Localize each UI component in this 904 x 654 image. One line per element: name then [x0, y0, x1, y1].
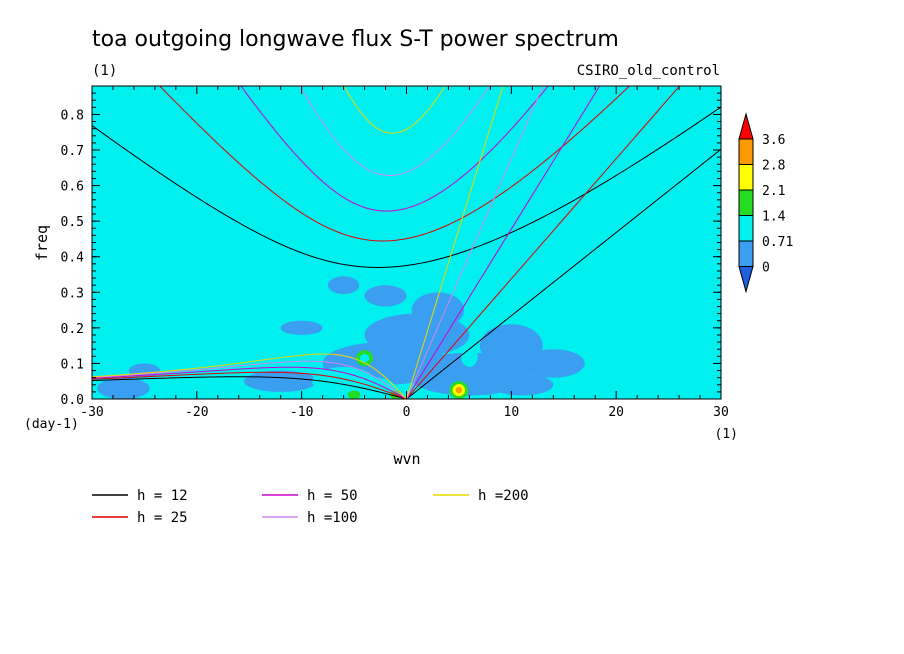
power-blob	[364, 285, 407, 307]
legend-label: h =200	[478, 488, 529, 504]
dispersion-curve	[92, 360, 407, 399]
chart-title: toa outgoing longwave flux S-T power spe…	[92, 27, 619, 52]
colorbar-label: 0.71	[762, 235, 793, 250]
legend-label: h =100	[307, 510, 358, 526]
y-tick-label: 0.3	[61, 286, 84, 301]
y-tick-label: 0.0	[61, 393, 84, 408]
dispersion-curve	[406, 86, 681, 399]
dispersion-curve	[406, 86, 504, 399]
power-blob	[327, 276, 360, 295]
x-tick-label: 0	[403, 405, 411, 420]
dispersion-curve	[343, 86, 446, 134]
dispersion-curve	[92, 376, 407, 399]
x-tick-label: 30	[713, 405, 729, 420]
power-blob	[490, 374, 554, 396]
y-tick-label: 0.2	[61, 322, 84, 337]
power-blob	[359, 353, 370, 363]
legend-label: h = 25	[137, 510, 188, 526]
dispersion-curve	[92, 106, 721, 268]
colorbar-bottom-arrow	[738, 266, 754, 294]
dispersion-curve	[299, 86, 491, 176]
dispersion-curve	[406, 86, 544, 399]
colorbar-segment	[738, 138, 754, 165]
dispersion-curve	[406, 148, 721, 399]
power-blob	[97, 377, 150, 399]
colorbar-label: 2.1	[762, 184, 785, 199]
model-label: CSIRO_old_control	[577, 63, 720, 79]
legend-label: h = 50	[307, 488, 358, 504]
y-tick-label: 0.6	[61, 180, 84, 195]
units-label: (1)	[92, 63, 117, 79]
y-tick-label: 0.1	[61, 357, 84, 372]
power-blob	[455, 386, 463, 394]
axis-ticks: -30 -20 -10 0 10 20 30 0.0 0.1 0.2 0.3 0.4 0.5 0.6 0.7…	[61, 86, 729, 420]
x-tick-label: -10	[290, 405, 313, 420]
power-blob	[280, 320, 323, 335]
dispersion-curves	[92, 86, 721, 399]
power-blob	[521, 349, 585, 378]
power-blob	[411, 292, 465, 328]
x-tick-label: -20	[185, 405, 208, 420]
y-tick-label: 0.4	[61, 251, 85, 266]
power-blob	[347, 390, 361, 399]
dispersion-curve	[92, 366, 407, 399]
spectral-power-blobs	[97, 276, 585, 399]
dispersion-curve	[92, 353, 407, 399]
x-axis-label: wvn	[393, 450, 420, 468]
power-blob	[244, 370, 318, 392]
dispersion-curve	[92, 371, 407, 399]
x-units-label: (1)	[715, 427, 738, 442]
x-tick-label: -30	[80, 405, 103, 420]
colorbar-segment	[738, 215, 754, 242]
dispersion-curve	[240, 86, 549, 212]
colorbar-segment	[738, 189, 754, 216]
dispersion-curve	[159, 86, 631, 242]
legend: h = 12 h = 25 h = 50 h =100 h =200	[92, 488, 529, 526]
y-axis-label: freq	[33, 225, 51, 261]
colorbar-segment	[738, 164, 754, 191]
y-units-label: (day-1)	[24, 417, 79, 432]
plot-area: -30 -20 -10 0 10 20 30 0.0 0.1 0.2 0.3 0.4 0.5 0.6 0.7…	[61, 85, 729, 420]
y-tick-label: 0.8	[61, 108, 84, 123]
legend-label: h = 12	[137, 488, 188, 504]
colorbar-top-arrow	[738, 112, 754, 140]
power-blob	[461, 345, 478, 367]
colorbar: 0 0.71 1.4 2.1 2.8 3.6	[738, 112, 793, 294]
colorbar-label: 2.8	[762, 159, 785, 174]
dispersion-curve	[406, 86, 601, 399]
colorbar-segment	[738, 240, 754, 267]
power-blob	[354, 377, 397, 399]
y-tick-label: 0.7	[61, 144, 84, 159]
y-tick-label: 0.5	[61, 215, 84, 230]
x-tick-label: 20	[608, 405, 624, 420]
x-tick-label: 10	[504, 405, 520, 420]
colorbar-label: 1.4	[762, 210, 786, 225]
colorbar-label: 3.6	[762, 133, 785, 148]
colorbar-label: 0	[762, 261, 770, 276]
